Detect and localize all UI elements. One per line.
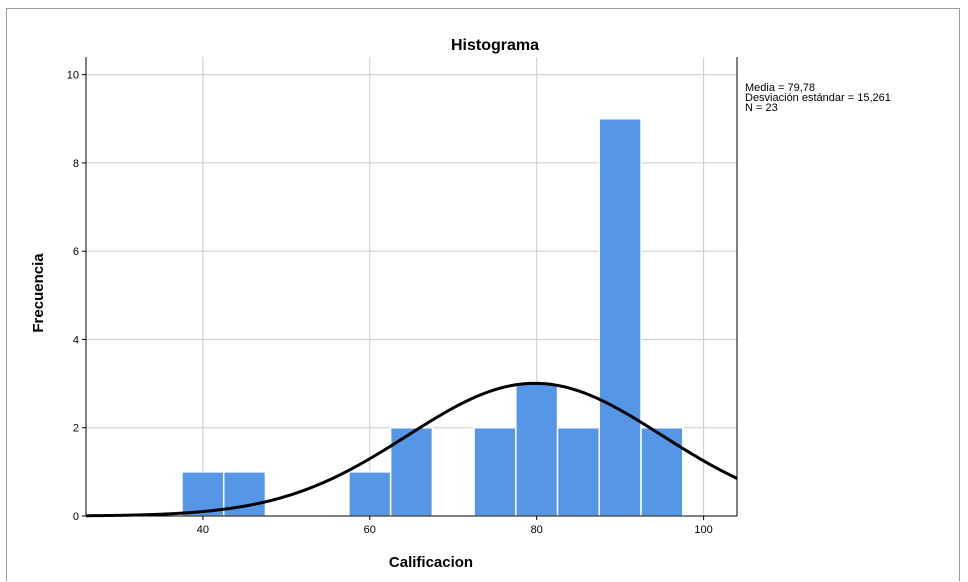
stats-line-2: N = 23 [745,102,778,114]
x-axis-label: Calificacion [389,554,473,571]
stats-line-0: Media = 79,78 [745,82,815,94]
x-axis-ticks: 40 60 80 100 [197,516,713,536]
histogram-bar-5 [515,382,559,517]
histogram-chart: Histograma 40 60 80 100 0 2 4 6 8 10 Calificacio… [30,37,891,571]
histogram-bar-4 [473,426,517,517]
chart-frame: Histograma 40 60 80 100 0 2 4 6 8 10 Calificacio… [6,8,960,581]
y-tick-label-10: 10 [67,70,79,82]
histogram-bars [181,118,684,517]
normal-curve [85,381,738,518]
histogram-bar-8 [640,426,684,517]
x-tick-label-80: 80 [531,524,543,536]
histogram-bar-2 [348,471,392,517]
y-tick-label-8: 8 [73,158,79,170]
x-tick-label-40: 40 [197,524,209,536]
y-axis-label: Frecuencia [30,253,47,333]
normal-curve-group [85,381,738,518]
y-axis-ticks: 0 2 4 6 8 10 [67,70,86,523]
x-tick-label-60: 60 [364,524,376,536]
y-tick-label-2: 2 [73,423,79,435]
axes [85,57,738,517]
x-tick-label-100: 100 [694,524,712,536]
stats-line-1: Desviación estándar = 15,261 [745,92,891,104]
histogram-bar-1 [222,471,267,517]
histogram-bar-7 [598,118,642,517]
chart-title: Histograma [451,37,539,54]
y-tick-label-4: 4 [73,334,79,346]
y-tick-label-6: 6 [73,246,79,258]
y-tick-label-0: 0 [73,511,79,523]
histogram-bar-6 [556,426,601,517]
